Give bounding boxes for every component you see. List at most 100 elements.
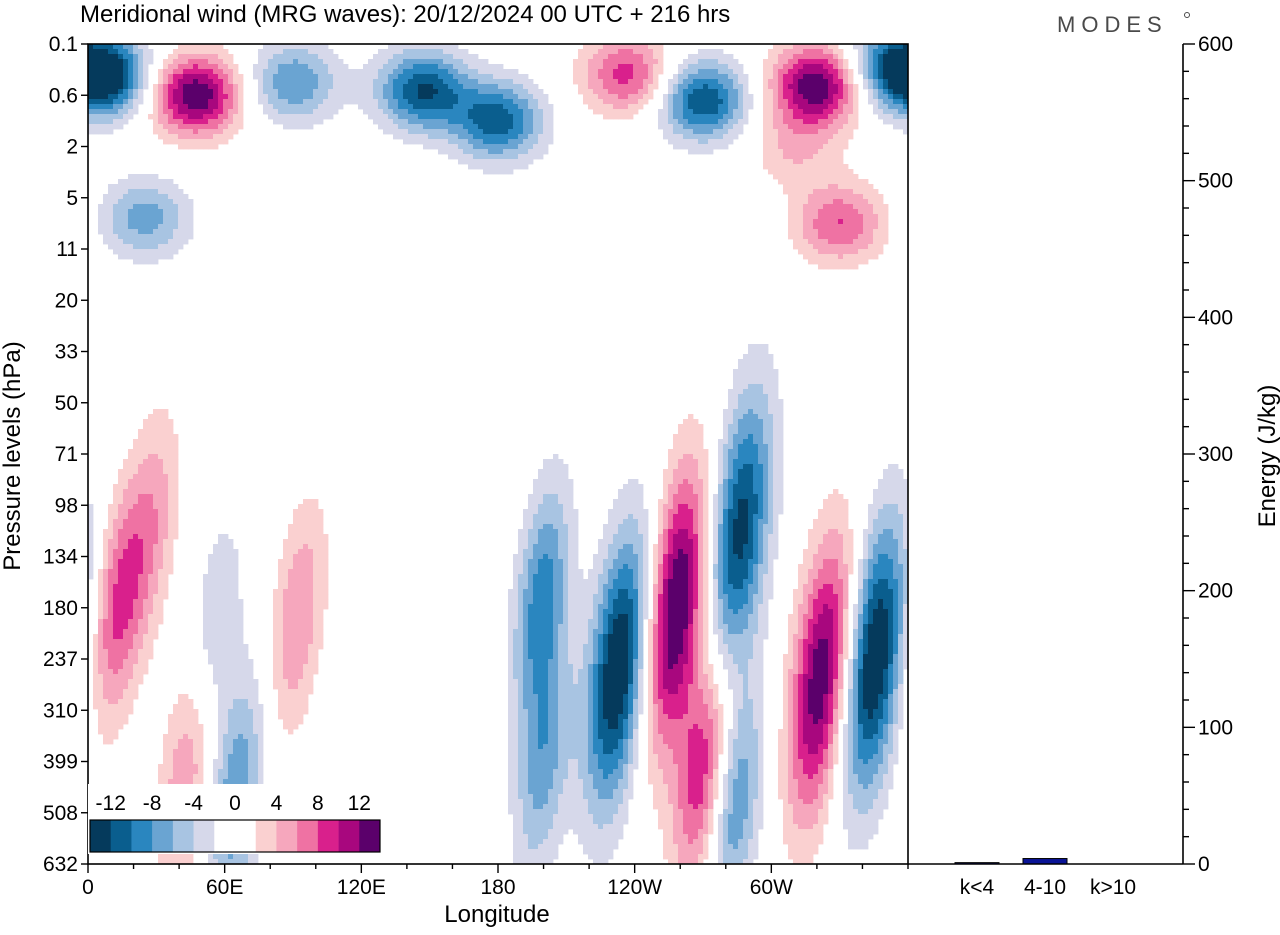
heatmap-cell [438, 149, 444, 155]
heatmap-cell [738, 544, 744, 550]
heatmap-cell [143, 504, 149, 510]
heatmap-cell [513, 104, 519, 110]
heatmap-cell [438, 54, 444, 60]
heatmap-field [88, 44, 908, 864]
heatmap-cell [778, 124, 784, 130]
heatmap-cell [98, 94, 104, 100]
heatmap-cell [763, 134, 769, 140]
heatmap-cell [328, 64, 334, 70]
heatmap-cell [693, 424, 699, 430]
heatmap-cell [138, 514, 144, 520]
heatmap-cell [623, 64, 629, 70]
heatmap-cell [898, 99, 904, 105]
heatmap-cell [863, 544, 869, 550]
heatmap-cell [148, 504, 154, 510]
heatmap-cell [178, 54, 184, 60]
heatmap-cell [548, 549, 554, 555]
heatmap-cell [683, 454, 689, 460]
heatmap-cell [268, 54, 274, 60]
heatmap-cell [768, 169, 774, 175]
heatmap-cell [283, 114, 289, 120]
heatmap-cell [538, 519, 544, 525]
heatmap-cell [148, 464, 154, 470]
heatmap-cell [528, 544, 534, 550]
heatmap-cell [298, 554, 304, 560]
heatmap-cell [488, 89, 494, 95]
heatmap-cell [548, 469, 554, 475]
heatmap-cell [233, 124, 239, 130]
heatmap-cell [838, 49, 844, 55]
heatmap-cell [843, 104, 849, 110]
heatmap-cell [543, 459, 549, 465]
heatmap-cell [233, 109, 239, 115]
heatmap-cell [163, 119, 169, 125]
heatmap-cell [408, 134, 414, 140]
heatmap-cell [108, 114, 114, 120]
heatmap-cell [563, 554, 569, 560]
heatmap-cell [493, 89, 499, 95]
heatmap-cell [168, 434, 174, 440]
heatmap-cell [828, 544, 834, 550]
heatmap-cell [173, 184, 179, 190]
heatmap-cell [698, 109, 704, 115]
heatmap-cell [643, 74, 649, 80]
heatmap-cell [103, 119, 109, 125]
heatmap-cell [163, 514, 169, 520]
heatmap-cell [733, 409, 739, 415]
heatmap-cell [173, 459, 179, 465]
heatmap-cell [838, 134, 844, 140]
heatmap-cell [693, 454, 699, 460]
heatmap-cell [823, 119, 829, 125]
heatmap-cell [903, 494, 908, 500]
heatmap-cell [163, 469, 169, 475]
heatmap-cell [178, 49, 184, 55]
heatmap-cell [538, 469, 544, 475]
heatmap-cell [818, 249, 824, 255]
heatmap-cell [813, 549, 819, 555]
heatmap-cell [753, 444, 759, 450]
heatmap-cell [298, 79, 304, 85]
heatmap-cell [813, 169, 819, 175]
heatmap-cell [118, 469, 124, 475]
heatmap-cell [838, 264, 844, 270]
heatmap-cell [393, 124, 399, 130]
heatmap-cell [93, 59, 99, 65]
heatmap-cell [698, 54, 704, 60]
heatmap-cell [168, 124, 174, 130]
heatmap-cell [458, 134, 464, 140]
heatmap-cell [718, 449, 724, 455]
heatmap-cell [888, 494, 894, 500]
heatmap-cell [143, 434, 149, 440]
heatmap-cell [113, 544, 119, 550]
heatmap-cell [513, 164, 519, 170]
heatmap-cell [138, 459, 144, 465]
heatmap-cell [153, 439, 159, 445]
heatmap-cell [738, 489, 744, 495]
heatmap-cell [158, 199, 164, 205]
heatmap-cell [103, 539, 109, 545]
heatmap-cell [878, 539, 884, 545]
heatmap-cell [478, 109, 484, 115]
heatmap-cell [428, 69, 434, 75]
heatmap-cell [263, 89, 269, 95]
heatmap-cell [398, 79, 404, 85]
heatmap-cell [553, 544, 559, 550]
heatmap-cell [873, 104, 879, 110]
heatmap-cell [903, 539, 908, 545]
heatmap-cell [768, 464, 774, 470]
heatmap-cell [168, 234, 174, 240]
heatmap-cell [758, 454, 764, 460]
heatmap-cell [108, 204, 114, 210]
heatmap-cell [843, 84, 849, 90]
heatmap-cell [703, 479, 709, 485]
heatmap-cell [518, 554, 524, 560]
heatmap-cell [163, 249, 169, 255]
heatmap-cell [148, 544, 154, 550]
heatmap-cell [168, 459, 174, 465]
heatmap-cell [818, 209, 824, 215]
heatmap-cell [608, 69, 614, 75]
heatmap-cell [753, 379, 759, 385]
heatmap-cell [673, 119, 679, 125]
heatmap-cell [88, 49, 94, 55]
heatmap-cell [758, 434, 764, 440]
